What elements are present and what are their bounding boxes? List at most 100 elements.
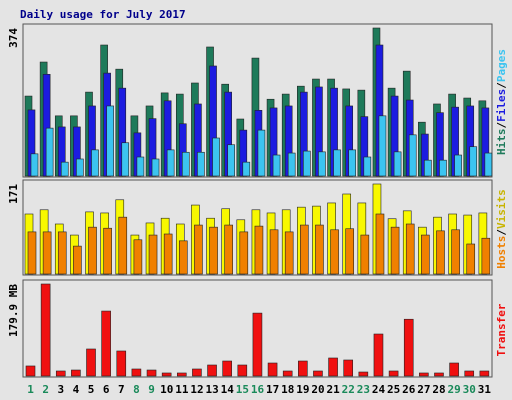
- bar: [192, 368, 202, 377]
- bar: [118, 216, 128, 275]
- x-tick-label: 27: [417, 383, 430, 396]
- bar: [55, 370, 66, 377]
- bar: [466, 243, 476, 275]
- bar: [419, 372, 429, 377]
- bar: [287, 152, 296, 177]
- bar: [42, 231, 52, 275]
- bar: [481, 237, 491, 275]
- bar: [237, 364, 248, 377]
- bar: [224, 224, 233, 275]
- bar: [454, 154, 462, 177]
- x-tick-label: 1: [27, 383, 34, 396]
- bar: [60, 161, 69, 177]
- bar: [86, 348, 96, 377]
- chart-title: Daily usage for July 2017: [20, 8, 186, 21]
- bar: [300, 224, 309, 275]
- bar: [303, 150, 311, 177]
- x-tick-label: 2: [42, 383, 49, 396]
- bar: [25, 365, 36, 377]
- bar: [434, 372, 444, 377]
- bar: [390, 226, 400, 275]
- bar: [393, 151, 402, 177]
- x-tick-label: 19: [296, 383, 309, 396]
- bar: [436, 230, 445, 275]
- legend-separator: /: [495, 122, 508, 129]
- bar: [76, 158, 84, 177]
- bar: [363, 156, 372, 177]
- y-tick-label: 374: [7, 28, 20, 48]
- legend-separator: /: [495, 82, 508, 89]
- x-tick-label: 11: [175, 383, 189, 396]
- bar: [88, 226, 97, 275]
- x-tick-label: 21: [327, 383, 341, 396]
- bar: [484, 152, 493, 177]
- bar: [358, 371, 369, 377]
- bar: [378, 115, 387, 177]
- bar: [71, 369, 81, 377]
- x-tick-label: 6: [103, 383, 110, 396]
- bar: [163, 233, 173, 275]
- x-tick-label: 4: [73, 383, 80, 396]
- legend-entry: Pages: [495, 49, 508, 82]
- bar: [40, 283, 51, 377]
- legend: Transfer: [495, 303, 508, 356]
- x-tick-label: 5: [88, 383, 95, 396]
- bar: [166, 149, 175, 177]
- plot-area: [22, 279, 493, 378]
- bar: [207, 364, 217, 377]
- x-tick-label: 3: [58, 383, 65, 396]
- bar: [254, 225, 264, 275]
- x-tick-label: 17: [266, 383, 279, 396]
- legend-entry: Visits: [495, 189, 508, 229]
- legend-entry: Transfer: [495, 303, 508, 356]
- x-tick-label: 26: [402, 383, 416, 396]
- bar: [284, 231, 294, 275]
- plot-area: [22, 23, 493, 178]
- bar: [298, 360, 308, 377]
- x-tick-label: 30: [463, 383, 476, 396]
- bar: [373, 333, 384, 377]
- x-tick-label: 9: [148, 383, 155, 396]
- legend-entry: Hosts: [495, 236, 508, 269]
- plot-area: [22, 179, 493, 276]
- x-tick-label: 29: [448, 383, 461, 396]
- bar: [106, 105, 114, 177]
- bar: [421, 234, 430, 275]
- x-tick-label: 8: [133, 383, 140, 396]
- x-tick-label: 18: [281, 383, 294, 396]
- bar: [267, 362, 278, 377]
- legend-entry: Hits: [495, 129, 508, 156]
- bar: [330, 229, 339, 275]
- bar: [272, 154, 281, 177]
- bar: [222, 360, 232, 377]
- x-tick-label: 24: [372, 383, 386, 396]
- bar: [239, 231, 249, 275]
- bar: [151, 158, 160, 177]
- bar: [424, 159, 432, 177]
- bar: [242, 161, 251, 177]
- bar: [328, 357, 338, 377]
- bar: [136, 156, 145, 177]
- x-tick-label: 25: [387, 383, 400, 396]
- bar: [45, 127, 54, 177]
- bar: [313, 370, 323, 377]
- bar: [116, 350, 127, 377]
- bar: [375, 213, 385, 275]
- bar: [469, 146, 478, 177]
- x-tick-label: 20: [311, 383, 324, 396]
- x-tick-label: 16: [251, 383, 265, 396]
- bar: [181, 151, 190, 177]
- bar: [121, 142, 130, 177]
- y-tick-label: 179.9 MB: [7, 284, 20, 337]
- bar: [360, 234, 370, 275]
- bar: [161, 372, 172, 377]
- bar: [403, 318, 414, 377]
- x-tick-label: 7: [118, 383, 125, 396]
- bar: [252, 312, 263, 377]
- bar: [103, 227, 112, 275]
- bar: [27, 231, 37, 275]
- x-tick-label: 22: [342, 383, 355, 396]
- bar: [449, 362, 459, 377]
